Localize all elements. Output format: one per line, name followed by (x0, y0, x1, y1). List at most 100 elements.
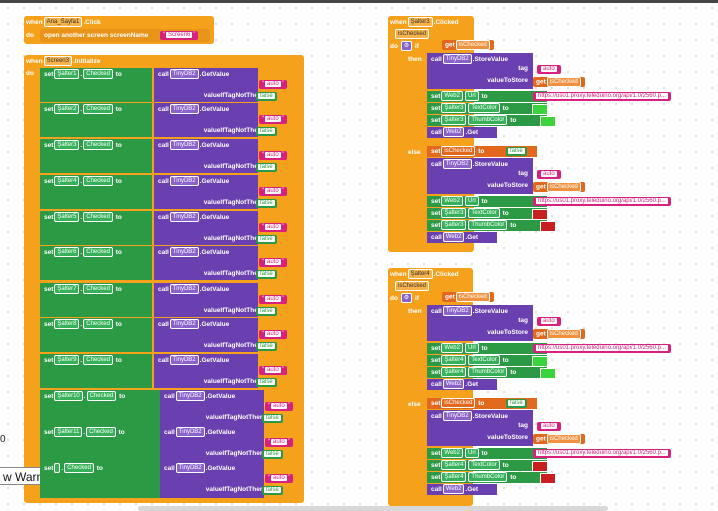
tag-string[interactable]: auto (537, 422, 561, 431)
default-bool[interactable]: false (256, 163, 277, 172)
switch-dropdown[interactable]: Şalter4 (441, 355, 467, 366)
property-dropdown[interactable]: Checked (83, 176, 113, 187)
tinydb-dropdown[interactable]: TinyDB2 (175, 463, 205, 474)
tag-string[interactable]: auto (537, 170, 561, 179)
switch-dropdown[interactable] (54, 463, 61, 474)
property-dropdown[interactable]: Url (464, 91, 479, 102)
switch-dropdown[interactable]: Şalter3 (54, 140, 80, 151)
property-dropdown[interactable]: TextColor (468, 355, 500, 366)
tag-string[interactable]: “auto” (259, 295, 287, 304)
color-swatch[interactable] (532, 461, 548, 472)
tinydb-dropdown[interactable]: TinyDB2 (175, 427, 205, 438)
property-dropdown[interactable]: Checked (64, 463, 94, 474)
default-bool[interactable]: false (262, 414, 283, 423)
switch-dropdown[interactable]: Şalter8 (54, 319, 80, 330)
property-dropdown[interactable]: Checked (83, 69, 113, 80)
param-ischecked[interactable]: isChecked (394, 29, 430, 40)
web-dropdown[interactable]: Web2 (441, 91, 463, 102)
color-swatch[interactable] (532, 104, 548, 115)
var-dropdown[interactable]: isChecked (455, 292, 490, 302)
var-dropdown[interactable]: isChecked (455, 40, 490, 50)
tag-string[interactable]: auto (537, 317, 561, 326)
default-bool[interactable]: false (256, 127, 277, 136)
property-dropdown[interactable]: ThumbColor (468, 367, 508, 378)
default-bool[interactable]: false (256, 235, 277, 244)
property-dropdown[interactable]: Checked (86, 427, 116, 438)
web-dropdown[interactable]: Web2 (442, 379, 465, 390)
set-property-block[interactable] (427, 448, 547, 459)
switch-dropdown[interactable]: Şalter4 (441, 367, 467, 378)
false-bool[interactable]: false (506, 147, 527, 156)
switch-dropdown[interactable]: Şalter4 (441, 460, 467, 471)
property-dropdown[interactable]: ThumbColor (468, 472, 508, 483)
url-string[interactable]: https://us01.proxy.teleduino.org/api/1.0… (533, 197, 671, 206)
param-chip[interactable]: isChecked (395, 29, 430, 40)
tag-string[interactable]: “auto” (265, 474, 293, 483)
default-bool[interactable]: false (256, 199, 277, 208)
web-dropdown[interactable]: Web2 (442, 127, 465, 138)
web-dropdown[interactable]: Web2 (441, 448, 463, 459)
switch-dropdown[interactable]: Şalter10 (54, 391, 83, 402)
default-bool[interactable]: false (256, 270, 277, 279)
tag-string[interactable]: “auto” (259, 187, 287, 196)
property-dropdown[interactable]: TextColor (468, 460, 500, 471)
property-dropdown[interactable]: Url (464, 448, 479, 459)
tag-string[interactable]: “auto” (259, 223, 287, 232)
tag-string[interactable]: “auto” (265, 402, 293, 411)
tinydb-dropdown[interactable]: TinyDB2 (169, 104, 199, 115)
tinydb-dropdown[interactable]: TinyDB2 (169, 212, 199, 223)
get-ischecked[interactable]: get isChecked (533, 434, 585, 444)
var-dropdown[interactable]: isChecked (441, 146, 476, 157)
var-dropdown[interactable]: isChecked (546, 434, 581, 444)
default-bool[interactable]: false (256, 342, 277, 351)
property-dropdown[interactable]: Checked (83, 140, 113, 151)
tinydb-dropdown[interactable]: TinyDB2 (442, 54, 472, 65)
property-dropdown[interactable]: ThumbColor (468, 220, 508, 231)
switch-dropdown[interactable]: Şalter3 (441, 103, 467, 114)
get-ischecked[interactable]: get isChecked (533, 329, 585, 339)
tag-string[interactable]: “auto” (259, 151, 287, 160)
tinydb-dropdown[interactable]: TinyDB2 (169, 69, 199, 80)
url-string[interactable]: https://us01.proxy.teleduino.org/api/1.0… (533, 92, 671, 101)
component-dropdown[interactable]: Şalter3 (407, 17, 433, 28)
color-swatch[interactable] (540, 473, 556, 484)
default-bool[interactable]: false (262, 450, 283, 459)
switch-dropdown[interactable]: Şalter4 (441, 472, 467, 483)
tinydb-dropdown[interactable]: TinyDB2 (442, 306, 472, 317)
default-bool[interactable]: false (256, 92, 277, 101)
tinydb-dropdown[interactable]: TinyDB2 (169, 176, 199, 187)
property-dropdown[interactable]: Url (464, 196, 479, 207)
tinydb-dropdown[interactable]: TinyDB2 (169, 247, 199, 258)
property-dropdown[interactable]: Checked (83, 319, 113, 330)
var-dropdown[interactable]: isChecked (546, 182, 581, 192)
color-swatch[interactable] (540, 221, 556, 232)
set-ischecked-block[interactable] (427, 398, 537, 409)
tinydb-dropdown[interactable]: TinyDB2 (169, 319, 199, 330)
color-swatch[interactable] (532, 209, 548, 220)
horizontal-scrollbar[interactable] (138, 506, 608, 511)
tinydb-dropdown[interactable]: TinyDB2 (169, 140, 199, 151)
var-dropdown[interactable]: isChecked (546, 77, 581, 87)
switch-dropdown[interactable]: Şalter3 (441, 220, 467, 231)
component-dropdown[interactable]: Şalter4 (407, 269, 433, 280)
property-dropdown[interactable]: Checked (86, 391, 117, 402)
tag-string[interactable]: “auto” (265, 438, 293, 447)
tag-string[interactable]: “auto” (259, 80, 287, 89)
tinydb-dropdown[interactable]: TinyDB2 (442, 411, 472, 422)
switch-dropdown[interactable]: Şalter3 (441, 115, 467, 126)
property-dropdown[interactable]: Checked (83, 284, 113, 295)
url-string[interactable]: https://us01.proxy.teleduino.org/api/1.0… (533, 344, 671, 353)
gear-icon[interactable]: ⚙ (400, 293, 413, 304)
property-dropdown[interactable]: Url (464, 343, 479, 354)
web-dropdown[interactable]: Web2 (442, 232, 465, 243)
tag-string[interactable]: “auto” (259, 115, 287, 124)
default-bool[interactable]: false (262, 486, 283, 495)
get-ischecked[interactable]: get isChecked (442, 292, 494, 302)
switch-dropdown[interactable]: Şalter4 (54, 176, 80, 187)
web-dropdown[interactable]: Web2 (441, 196, 463, 207)
property-dropdown[interactable]: Checked (83, 104, 113, 115)
switch-dropdown[interactable]: Şalter9 (54, 355, 80, 366)
get-ischecked[interactable]: get isChecked (442, 40, 494, 50)
switch-dropdown[interactable]: Şalter1 (54, 69, 80, 80)
var-dropdown[interactable]: isChecked (441, 398, 476, 409)
